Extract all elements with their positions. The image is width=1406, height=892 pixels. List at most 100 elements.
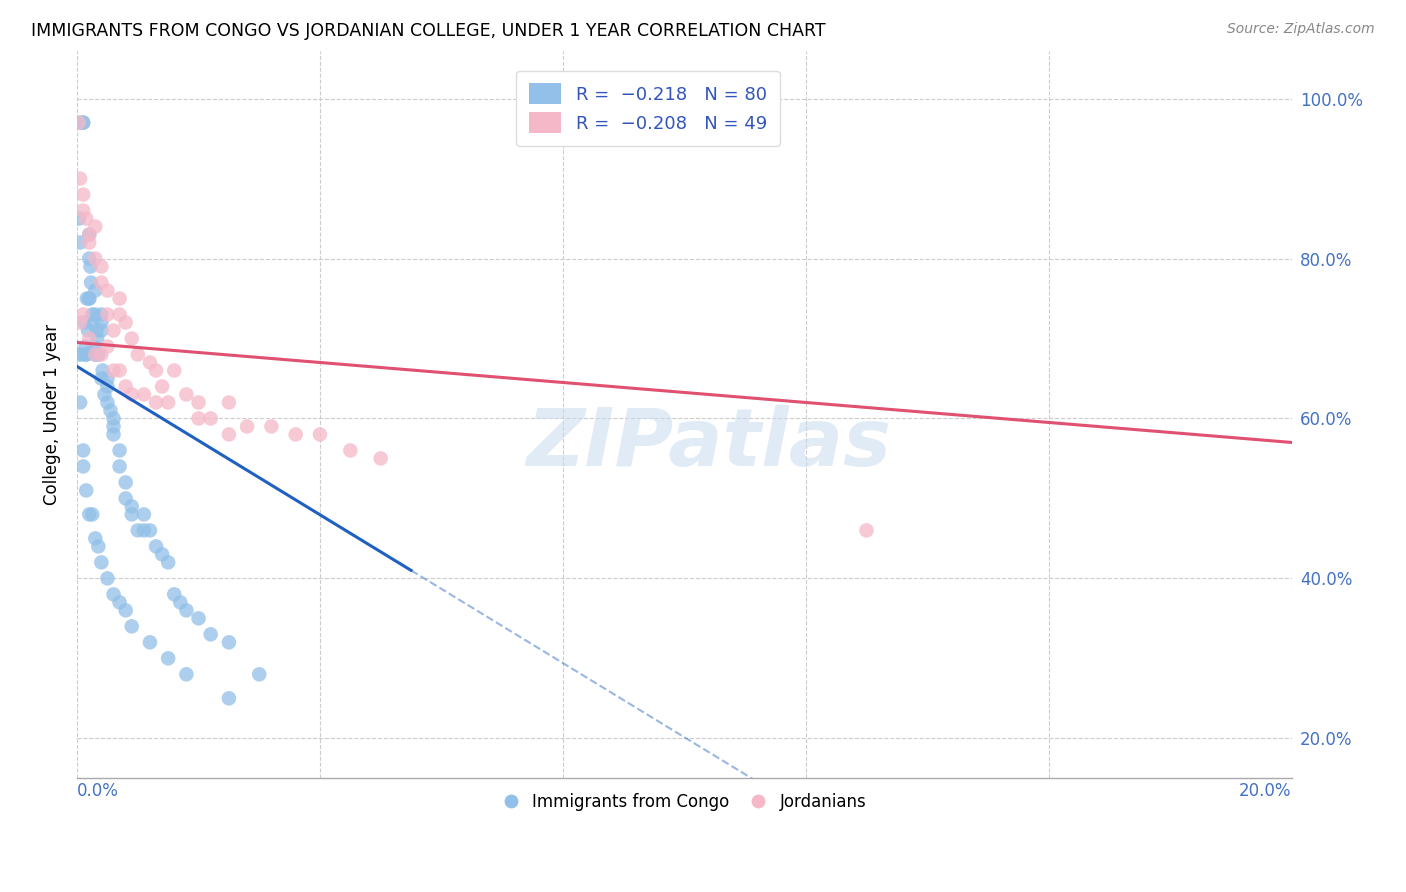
Point [87, 347, 110, 361]
Point [108, 443, 131, 458]
Point [67, 211, 90, 226]
Point [218, 395, 240, 409]
Point [69, 316, 91, 330]
Point [77, 292, 100, 306]
Point [218, 635, 240, 649]
Point [69, 115, 91, 129]
Point [83, 339, 105, 353]
Point [103, 363, 125, 377]
Point [72, 115, 94, 129]
Point [79, 260, 101, 274]
Text: 20.0%: 20.0% [1239, 782, 1292, 800]
Point [77, 235, 100, 250]
Point [132, 524, 155, 538]
Text: 0.0%: 0.0% [77, 782, 120, 800]
Point [103, 587, 125, 601]
Point [127, 524, 149, 538]
Point [108, 363, 131, 377]
Point [90, 347, 112, 361]
Point [139, 524, 162, 538]
Point [86, 324, 108, 338]
Point [114, 475, 136, 490]
Point [187, 411, 209, 425]
Point [82, 316, 104, 330]
Point [90, 260, 112, 274]
Point [90, 324, 112, 338]
Point [82, 308, 104, 322]
Point [77, 227, 100, 242]
Point [75, 211, 97, 226]
Point [90, 555, 112, 569]
Point [73, 316, 96, 330]
Point [96, 371, 118, 385]
Point [100, 403, 122, 417]
Point [84, 284, 107, 298]
Point [69, 235, 91, 250]
Point [82, 508, 104, 522]
Legend: Immigrants from Congo, Jordanians: Immigrants from Congo, Jordanians [496, 786, 873, 817]
Point [103, 419, 125, 434]
Point [84, 532, 107, 546]
Point [67, 347, 90, 361]
Point [75, 483, 97, 498]
Point [77, 227, 100, 242]
Point [96, 379, 118, 393]
Text: ZIPatlas: ZIPatlas [526, 405, 891, 483]
Point [121, 387, 143, 401]
Point [87, 540, 110, 554]
Point [108, 459, 131, 474]
Point [103, 324, 125, 338]
Point [103, 427, 125, 442]
Point [72, 459, 94, 474]
Point [77, 292, 100, 306]
Point [247, 667, 270, 681]
Point [169, 595, 191, 609]
Point [77, 252, 100, 266]
Point [114, 603, 136, 617]
Point [72, 115, 94, 129]
Point [72, 308, 94, 322]
Point [72, 443, 94, 458]
Point [145, 363, 167, 377]
Point [70, 347, 93, 361]
Point [77, 324, 100, 338]
Point [84, 347, 107, 361]
Point [76, 292, 98, 306]
Text: IMMIGRANTS FROM CONGO VS JORDANIAN COLLEGE, UNDER 1 YEAR CORRELATION CHART: IMMIGRANTS FROM CONGO VS JORDANIAN COLLE… [31, 22, 825, 40]
Point [176, 603, 198, 617]
Point [96, 284, 118, 298]
Point [187, 611, 209, 625]
Point [157, 395, 180, 409]
Point [96, 339, 118, 353]
Point [84, 347, 107, 361]
Point [86, 331, 108, 345]
Point [72, 187, 94, 202]
Point [339, 443, 361, 458]
Point [75, 339, 97, 353]
Point [121, 500, 143, 514]
Point [855, 524, 877, 538]
Point [260, 419, 283, 434]
Point [121, 508, 143, 522]
Point [93, 387, 115, 401]
Point [69, 171, 91, 186]
Point [145, 540, 167, 554]
Point [84, 219, 107, 234]
Point [67, 115, 90, 129]
Point [114, 379, 136, 393]
Point [114, 316, 136, 330]
Point [69, 395, 91, 409]
Text: Source: ZipAtlas.com: Source: ZipAtlas.com [1227, 22, 1375, 37]
Point [145, 395, 167, 409]
Point [218, 691, 240, 706]
Point [200, 411, 222, 425]
Point [139, 355, 162, 369]
Point [284, 427, 307, 442]
Point [84, 347, 107, 361]
Point [163, 363, 186, 377]
Point [163, 587, 186, 601]
Point [176, 667, 198, 681]
Point [187, 395, 209, 409]
Point [309, 427, 332, 442]
Point [150, 379, 173, 393]
